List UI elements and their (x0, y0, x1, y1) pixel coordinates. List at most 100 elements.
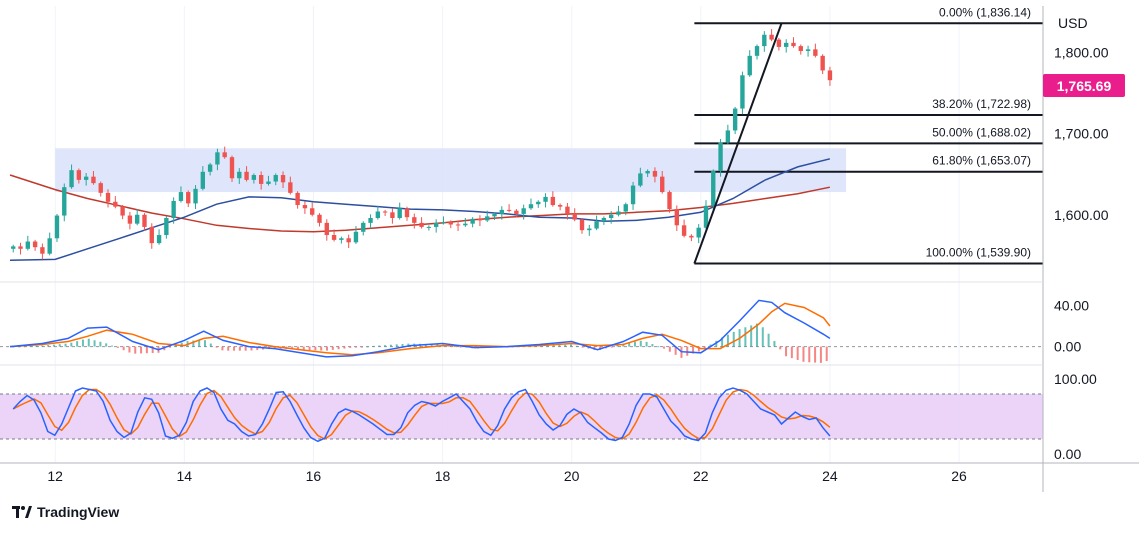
date-tick-label: 16 (306, 468, 322, 484)
candle-body (805, 49, 811, 51)
candle-body (390, 212, 395, 218)
candle-body (630, 185, 636, 205)
macd-histogram-bar (198, 339, 201, 347)
macd-histogram-bar (326, 346, 329, 351)
macd-histogram-bar (755, 323, 758, 347)
macd-histogram-bar (773, 341, 776, 347)
macd-histogram-bar (814, 346, 817, 363)
macd-histogram-bar (273, 346, 276, 349)
candle-body (62, 187, 67, 216)
candle-body (83, 176, 89, 180)
fib-level-label: 38.20% (1,722.98) (932, 97, 1031, 111)
candle-body (280, 175, 286, 183)
candle-body (244, 171, 249, 180)
macd-histogram-bar (87, 338, 90, 347)
macd-histogram-bar (180, 342, 183, 347)
candle-body (667, 192, 672, 210)
macd-histogram-bar (785, 346, 788, 357)
candle-body (813, 49, 818, 56)
date-tick-label: 18 (435, 468, 451, 484)
candle-body (623, 204, 628, 212)
candle-body (193, 188, 198, 204)
tradingview-logo-icon (12, 506, 32, 518)
stochastic-indicator (0, 387, 1043, 443)
candle-body (258, 175, 264, 184)
macd-histogram-bar (686, 346, 689, 356)
macd-histogram-bar (459, 346, 462, 348)
macd-histogram-bar (128, 346, 131, 353)
candle-body (492, 213, 497, 217)
candle-body (732, 108, 738, 131)
candle-body (412, 217, 417, 223)
candle-body (368, 218, 373, 223)
current-price-tag: 1,765.69 (1043, 74, 1125, 97)
macd-histogram-bar (41, 345, 44, 347)
macd-histogram-bar (721, 337, 724, 347)
candle-body (674, 209, 679, 226)
date-axis-ticks: 12 14 16 18 20 22 24 26 (47, 468, 967, 484)
candle-body (346, 238, 351, 243)
candle-body (171, 200, 176, 218)
macd-histogram-bar (546, 345, 549, 347)
stochastic-tick-label: 100.00 (1054, 371, 1097, 387)
macd-histogram-bar (779, 346, 782, 350)
candle-body (382, 211, 388, 213)
candle-body (98, 183, 103, 193)
candle-body (506, 209, 512, 211)
macd-histogram-bar (628, 342, 631, 347)
macd-histogram-bar (355, 346, 358, 348)
macd-histogram-bar (703, 346, 706, 349)
macd-histogram-bar (134, 346, 137, 354)
macd-histogram-bar (581, 346, 584, 348)
macd-histogram-bar (651, 344, 654, 347)
macd-histogram-bar (349, 346, 352, 348)
macd-histogram-bar (233, 346, 236, 351)
macd-histogram-bar (314, 346, 317, 351)
macd-histogram-bar (360, 346, 363, 348)
candle-body (135, 214, 140, 224)
macd-histogram-bar (209, 343, 212, 347)
candle-body (91, 176, 96, 184)
candle-body (543, 196, 548, 202)
date-tick-label: 14 (177, 468, 193, 484)
date-tick-label: 26 (951, 468, 967, 484)
fibonacci-levels[interactable] (694, 22, 1043, 265)
macd-histogram-bar (401, 344, 404, 347)
candle-body (426, 226, 432, 228)
macd-histogram-bar (215, 346, 218, 348)
fibonacci-trend-line[interactable] (693, 22, 783, 264)
macd-histogram-bar (808, 346, 811, 363)
macd-histogram-bar (657, 346, 660, 348)
price-axis-ticks: 1,800.00 1,700.00 1,600.00 (1054, 45, 1109, 223)
macd-histogram-bar (122, 346, 125, 351)
candle-body (740, 75, 745, 109)
macd-histogram-bar (203, 340, 206, 347)
candle-body (601, 218, 607, 222)
macd-tick-label: 40.00 (1054, 297, 1089, 313)
macd-histogram-bar (64, 343, 67, 347)
fib-level-label: 100.00% (1,539.90) (926, 245, 1031, 259)
candle-body (47, 238, 52, 254)
macd-histogram-bar (430, 344, 433, 347)
candle-body (725, 130, 731, 143)
macd-histogram-bar (244, 346, 247, 351)
candle-body (645, 170, 650, 174)
candle-body (331, 235, 337, 240)
macd-histogram-bar (384, 345, 387, 347)
candle-body (404, 208, 410, 218)
candle-body (463, 223, 468, 226)
candle-body (608, 214, 614, 218)
moving-averages (9, 158, 831, 261)
macd-histogram-bar (709, 344, 712, 347)
macd-histogram-bar (99, 341, 102, 347)
candle-body (455, 224, 461, 226)
candle-body (718, 142, 723, 171)
candle-body (565, 206, 570, 214)
macd-histogram-bar (663, 346, 666, 349)
fibonacci-labels: 0.00% (1,836.14) 38.20% (1,722.98) 50.00% … (926, 5, 1031, 259)
price-tick-label: 1,700.00 (1054, 126, 1109, 142)
macd-histogram-bar (320, 346, 323, 351)
macd-histogram-bar (256, 346, 259, 351)
macd-histogram-bar (372, 345, 375, 347)
